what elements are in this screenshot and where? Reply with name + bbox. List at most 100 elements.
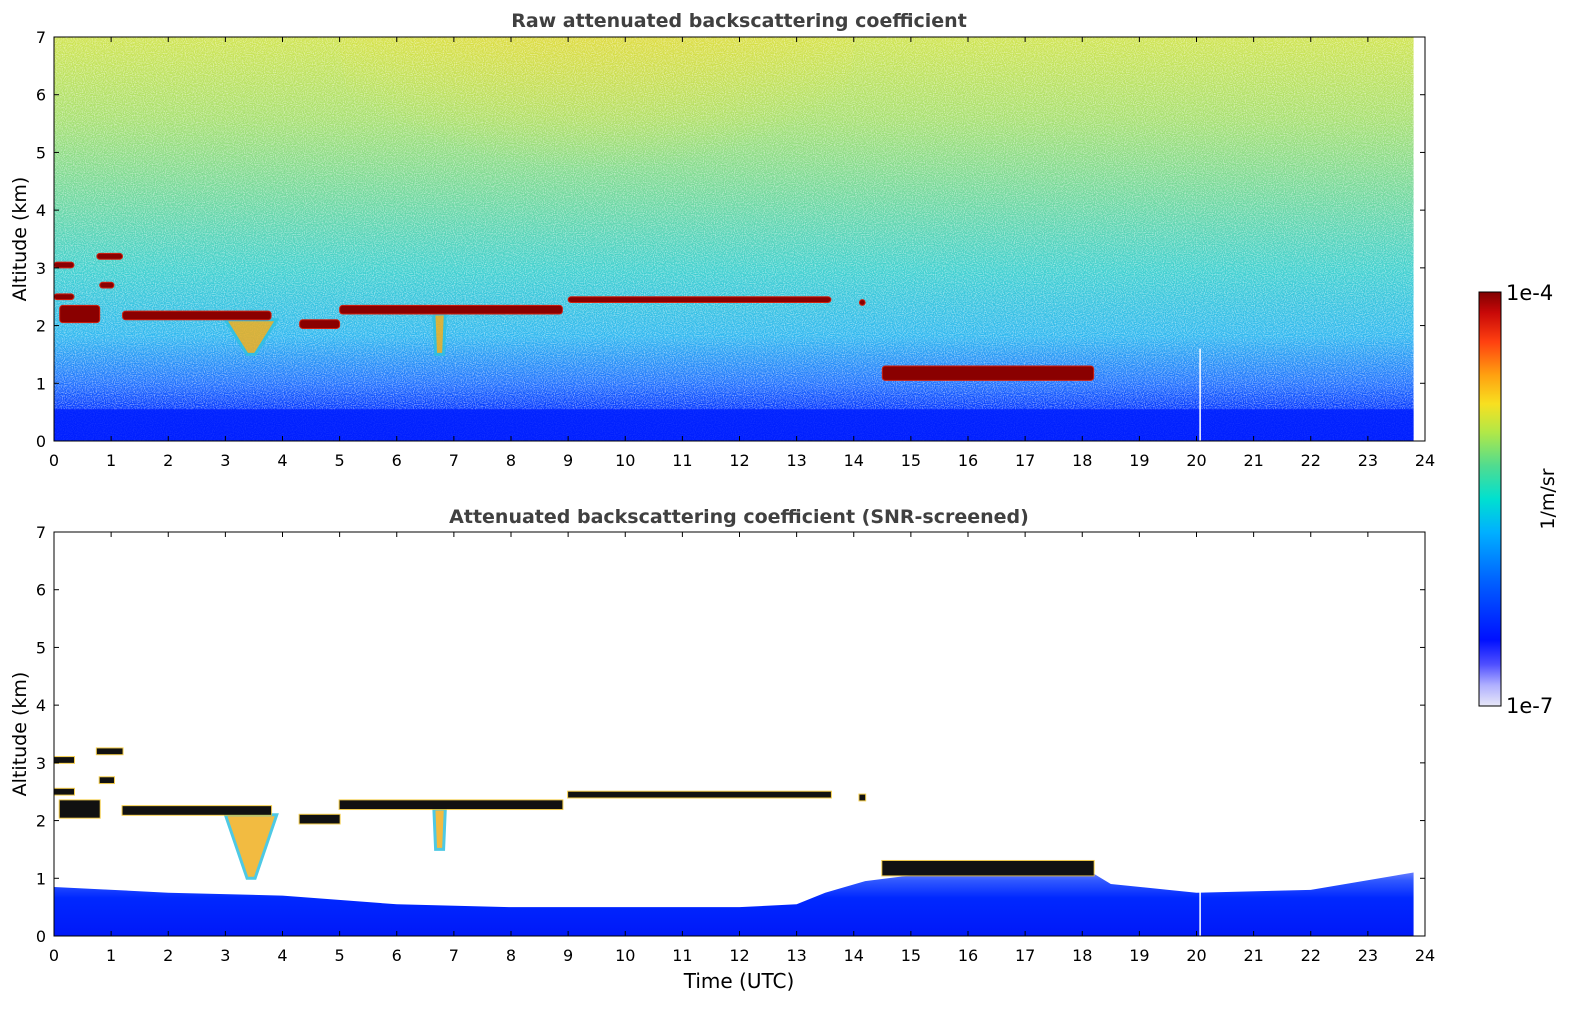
- x-tick-label: 20: [1186, 451, 1206, 470]
- virga-mark: [223, 813, 279, 880]
- y-tick-label: 2: [36, 812, 46, 831]
- x-tick-label: 20: [1186, 946, 1206, 965]
- x-tick-label: 9: [563, 946, 573, 965]
- x-tick-label: 11: [672, 946, 692, 965]
- y-tick-label: 1: [36, 374, 46, 393]
- x-tick-label: 3: [220, 946, 230, 965]
- x-tick-label: 7: [449, 946, 459, 965]
- y-tick-label: 6: [36, 86, 46, 105]
- y-tick-label: 0: [36, 927, 46, 946]
- x-tick-label: 7: [449, 451, 459, 470]
- cloud-layer: [96, 252, 124, 260]
- x-tick-label: 15: [901, 946, 921, 965]
- raw-backscatter-panel: 0 1 2 3 4 5 6 7 8 9 10 11 12 13 14 15 16 17 18 19 20 21 22 23 24…: [9, 10, 1435, 470]
- x-tick-label: 24: [1415, 451, 1435, 470]
- x-tick-label: 6: [392, 946, 402, 965]
- y-axis-label: Altitude (km): [9, 672, 31, 797]
- x-tick-label: 8: [506, 946, 516, 965]
- cloud-layer: [859, 794, 866, 801]
- colorbar-min-label: 1e-7: [1506, 694, 1553, 718]
- y-tick-label: 2: [36, 317, 46, 336]
- x-tick-label: 14: [844, 451, 864, 470]
- x-tick-label: 1: [106, 451, 116, 470]
- cloud-layer: [339, 800, 563, 810]
- cloud-layer: [54, 293, 75, 301]
- x-tick-label: 5: [335, 946, 345, 965]
- data-gap: [1199, 889, 1201, 936]
- x-tick-label: 13: [786, 451, 806, 470]
- x-tick-label: 23: [1358, 946, 1378, 965]
- noise-speckle: [54, 37, 1414, 441]
- y-tick-label: 1: [36, 869, 46, 888]
- cloud-layer: [339, 304, 563, 315]
- cloud-layer: [122, 806, 272, 815]
- x-tick-label: 22: [1301, 451, 1321, 470]
- cloud-layer: [299, 319, 341, 329]
- cloud-layer: [568, 791, 831, 798]
- cloud-layer: [99, 281, 115, 289]
- x-tick-label: 21: [1243, 451, 1263, 470]
- x-tick-label: 10: [615, 946, 635, 965]
- cloud-layer: [567, 296, 832, 303]
- y-axis-label: Altitude (km): [9, 177, 31, 302]
- x-tick-label: 17: [1015, 451, 1035, 470]
- cloud-layer: [99, 777, 114, 784]
- y-tick-label: 5: [36, 638, 46, 657]
- y-tick-label: 7: [36, 28, 46, 47]
- x-tick-label: 0: [49, 451, 59, 470]
- y-tick-label: 7: [36, 523, 46, 542]
- virga-mark: [432, 312, 447, 356]
- y-tick-label: 3: [36, 259, 46, 278]
- boundary-layer-signal: [54, 866, 1414, 936]
- snr-screened-panel: 0 1 2 3 4 5 6 7 8 9 10 11 12 13 14 15 16 17 18 19 20 21 22 23 24…: [9, 506, 1435, 993]
- cloud-layer: [122, 310, 272, 321]
- x-tick-label: 3: [220, 451, 230, 470]
- x-tick-label: 21: [1243, 946, 1263, 965]
- x-tick-label: 0: [49, 946, 59, 965]
- x-axis-label: Time (UTC): [683, 969, 795, 993]
- x-tick-label: 22: [1301, 946, 1321, 965]
- x-tick-label: 17: [1015, 946, 1035, 965]
- x-tick-label: 8: [506, 451, 516, 470]
- x-tick-label: 2: [163, 451, 173, 470]
- x-tick-label: 1: [106, 946, 116, 965]
- data-gap: [1199, 348, 1201, 441]
- x-tick-label: 14: [844, 946, 864, 965]
- plot-frame: [53, 531, 1426, 937]
- x-tick-label: 2: [163, 946, 173, 965]
- cloud-layer: [54, 261, 75, 269]
- x-tick-label: 9: [563, 451, 573, 470]
- colorbar-unit-label: 1/m/sr: [1537, 468, 1559, 529]
- colorbar: 1e-4 1e-7 1/m/sr: [1478, 281, 1559, 718]
- virga-mark: [432, 807, 447, 851]
- x-tick-label: 16: [958, 946, 978, 965]
- chart-title: Attenuated backscattering coefficient (S…: [449, 506, 1029, 528]
- x-tick-label: 18: [1072, 451, 1092, 470]
- x-tick-label: 5: [335, 451, 345, 470]
- y-tick-label: 0: [36, 432, 46, 451]
- y-tick-label: 4: [36, 201, 46, 220]
- x-tick-label: 18: [1072, 946, 1092, 965]
- x-tick-label: 6: [392, 451, 402, 470]
- x-tick-label: 12: [729, 946, 749, 965]
- x-tick-label: 16: [958, 451, 978, 470]
- y-tick-label: 6: [36, 581, 46, 600]
- x-tick-label: 19: [1129, 946, 1149, 965]
- x-tick-label: 11: [672, 451, 692, 470]
- x-tick-label: 24: [1415, 946, 1435, 965]
- x-tick-label: 12: [729, 451, 749, 470]
- cloud-layer: [59, 800, 100, 818]
- cloud-layer: [54, 788, 74, 795]
- x-tick-label: 13: [786, 946, 806, 965]
- cloud-layer: [882, 860, 1094, 876]
- y-tick-label: 3: [36, 754, 46, 773]
- colorbar-max-label: 1e-4: [1506, 281, 1553, 305]
- cloud-layer: [96, 748, 123, 755]
- x-tick-label: 19: [1129, 451, 1149, 470]
- cloud-layer: [858, 299, 866, 306]
- x-tick-label: 4: [277, 946, 287, 965]
- surface-layer: [54, 409, 1414, 441]
- y-tick-label: 4: [36, 696, 46, 715]
- x-tick-label: 23: [1358, 451, 1378, 470]
